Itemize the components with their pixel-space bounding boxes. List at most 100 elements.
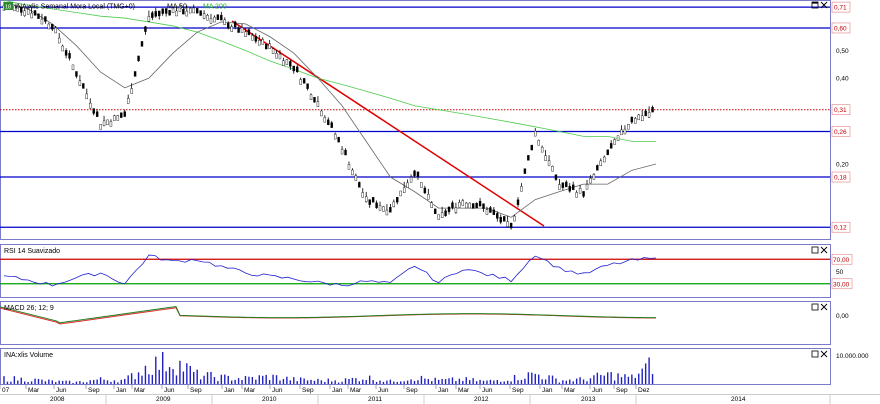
price-body — [75, 71, 78, 77]
price-body — [468, 202, 471, 209]
price-body — [171, 7, 175, 14]
price-body — [554, 174, 558, 180]
volume-bar — [489, 379, 492, 384]
price-body — [596, 165, 599, 171]
volume-bar — [289, 380, 292, 384]
volume-bar — [393, 381, 395, 384]
volume-bar — [358, 381, 361, 384]
volume-bar — [365, 380, 367, 384]
volume-bar — [79, 381, 81, 384]
rsi-maximize-icon[interactable] — [811, 246, 819, 254]
price-body — [113, 115, 116, 121]
rsi-tag-box — [831, 253, 853, 265]
volume-bar — [75, 381, 78, 384]
price-body — [16, 6, 19, 12]
price-body — [537, 140, 540, 146]
volume-bar — [627, 376, 630, 384]
price-body — [175, 10, 178, 17]
volume-bar — [41, 379, 43, 384]
close-icon[interactable] — [820, 1, 828, 9]
macd-series — [0, 306, 657, 324]
x-month-label: Sep — [88, 387, 100, 394]
x-month-label: Jan — [332, 387, 343, 394]
macd-close-icon[interactable] — [820, 303, 828, 311]
ma50-label[interactable]: MA 50 — [167, 4, 187, 11]
x-month-label: 07 — [2, 387, 10, 394]
volume-bar — [120, 379, 122, 384]
price-body — [430, 202, 433, 208]
rsi-close-icon[interactable] — [820, 246, 828, 254]
price-body — [37, 13, 40, 19]
price-body — [496, 213, 499, 219]
price-body — [185, 10, 189, 17]
main-panel-title[interactable]: INA:xlis Semanal Mora Local (TMG+0) — [15, 4, 135, 11]
ma200-label[interactable]: MA 200 — [203, 4, 227, 11]
ma200-series — [3, 0, 656, 142]
price-body — [437, 214, 440, 220]
volume-bar — [148, 374, 150, 384]
price-body — [451, 202, 454, 208]
volume-bar — [117, 382, 119, 384]
main-panel-controls[interactable] — [811, 1, 828, 9]
volume-bar — [217, 381, 219, 384]
price-body — [371, 197, 375, 203]
price-body — [285, 59, 289, 65]
level-tag-box — [831, 126, 851, 137]
volume-bar — [565, 380, 568, 384]
macd-maximize-icon[interactable] — [811, 303, 819, 311]
price-body — [523, 168, 527, 174]
price-body — [599, 160, 603, 166]
price-body — [68, 53, 71, 59]
price-body — [375, 202, 378, 209]
x-month-label: Jun — [378, 387, 389, 394]
price-body — [271, 48, 275, 55]
price-body — [261, 39, 264, 45]
volume-bar — [258, 375, 260, 384]
volume-bar — [396, 381, 398, 384]
volume-bar — [110, 381, 112, 384]
price-body — [389, 207, 392, 213]
volume-bar — [613, 380, 616, 384]
price-body — [482, 203, 485, 209]
volume-panel-title[interactable]: INA:xlis Volume — [4, 352, 53, 359]
price-body — [64, 50, 68, 56]
volume-bar — [113, 380, 116, 384]
volume-bar — [389, 379, 392, 384]
x-month-label: Mar — [458, 387, 470, 394]
volume-bar — [262, 375, 264, 384]
rsi-panel-frame — [0, 244, 831, 298]
price-body — [506, 221, 509, 227]
volume-bar — [286, 376, 288, 384]
price-body — [92, 108, 95, 114]
price-body — [637, 114, 640, 121]
price-body — [485, 209, 489, 215]
x-month-label: Jun — [56, 387, 67, 394]
price-body — [126, 98, 130, 104]
price-body — [492, 209, 496, 215]
volume-bar — [51, 380, 53, 384]
price-body — [330, 122, 333, 128]
volume-bar — [382, 381, 385, 384]
volume-close-icon[interactable] — [820, 350, 828, 358]
volume-bar — [413, 380, 416, 384]
volume-bar — [168, 367, 171, 384]
x-month-label: Mar — [350, 387, 362, 394]
volume-bar — [610, 372, 612, 384]
volume-bar — [331, 381, 333, 384]
price-body — [195, 8, 199, 14]
x-year-label: 2011 — [368, 396, 382, 403]
price-body — [461, 200, 465, 206]
price-body — [240, 27, 244, 33]
price-body — [140, 41, 144, 47]
macd-panel-title[interactable]: MACD 26; 12; 9 — [4, 305, 54, 312]
volume-bar — [34, 378, 36, 384]
volume-bar — [186, 363, 188, 384]
rsi-panel-title[interactable]: RSI 14 Suavizado — [4, 248, 60, 255]
volume-bar — [451, 377, 454, 384]
volume-bar — [282, 379, 285, 384]
volume-maximize-icon[interactable] — [811, 350, 819, 358]
level-tag-label: 0,60 — [834, 25, 847, 32]
price-body — [365, 196, 368, 202]
price-body — [627, 124, 630, 130]
volume-bar — [296, 381, 298, 384]
